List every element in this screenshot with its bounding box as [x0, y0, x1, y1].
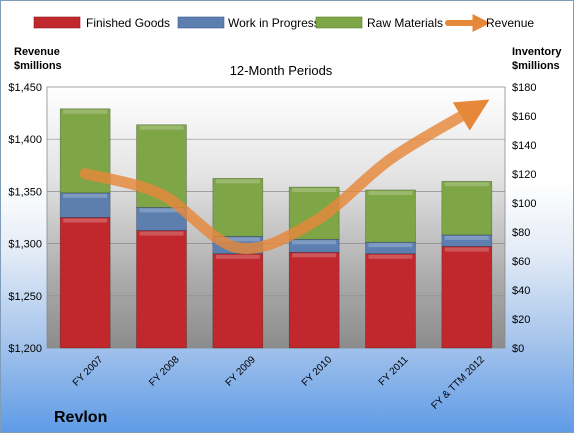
right-tick-label: $120: [512, 169, 536, 181]
revenue-line: [79, 99, 490, 255]
left-axis-ticks: $1,200 $1,250 $1,300 $1,350 $1,400 $1,450: [8, 82, 42, 355]
legend-item-revenue: Revenue: [445, 14, 534, 32]
bar-highlight: [292, 188, 337, 193]
right-axis-title-line1: Inventory: [512, 46, 562, 58]
x-tick-label-fy-ttm-2012: FY & TTM 2012: [430, 354, 488, 412]
right-tick-label: $140: [512, 140, 536, 152]
bar-highlight: [63, 193, 108, 198]
bar-highlight: [215, 237, 260, 242]
bar-work-in-progress-fy-2007: [59, 192, 111, 218]
right-tick-label: $160: [512, 111, 536, 123]
right-axis-title-line2: $millions: [512, 60, 560, 72]
bar-highlight: [63, 218, 108, 223]
left-tick-label: $1,400: [8, 134, 42, 146]
bar-highlight: [368, 243, 413, 248]
left-tick-label: $1,300: [8, 239, 42, 251]
bar-highlight: [139, 125, 184, 130]
right-tick-label: $0: [512, 343, 524, 355]
legend-swatch-work-in-progress: [177, 16, 225, 29]
x-tick-label-fy-2008: FY 2008: [147, 354, 182, 389]
bar-finished-goods-fy-2009: [212, 253, 264, 349]
bar-finished-goods-fy-2011: [365, 253, 416, 349]
right-tick-label: $100: [512, 198, 536, 210]
bar-raw-materials-fy-ttm-2012: [441, 180, 493, 236]
legend-label-finished-goods: Finished Goods: [86, 16, 170, 30]
legend-item-work-in-progress: Work in Progress: [177, 16, 320, 30]
bar-highlight: [368, 254, 413, 259]
right-tick-label: $60: [512, 256, 530, 268]
legend-item-finished-goods: Finished Goods: [33, 16, 170, 30]
bar-finished-goods-fy-2008: [136, 230, 187, 349]
bar-finished-goods-fy-2007: [59, 217, 111, 349]
bars: [59, 108, 493, 349]
bar-highlight: [215, 179, 260, 184]
chart-subtitle: 12-Month Periods: [230, 63, 333, 78]
left-tick-label: $1,200: [8, 343, 42, 355]
company-name: Revlon: [54, 409, 107, 426]
legend-swatch-finished-goods: [33, 16, 81, 29]
bar-highlight: [139, 208, 184, 213]
bar-highlight: [63, 109, 108, 114]
bar-highlight: [444, 247, 489, 252]
right-axis-ticks: $0 $20 $40 $60 $80 $100 $120 $140 $160 $180: [512, 82, 536, 355]
legend-label-work-in-progress: Work in Progress: [228, 16, 320, 30]
legend-label-raw-materials: Raw Materials: [367, 16, 443, 30]
bar-highlight: [292, 253, 337, 258]
left-tick-label: $1,250: [8, 291, 42, 303]
legend-swatch-raw-materials: [315, 16, 363, 29]
right-tick-label: $180: [512, 82, 536, 94]
x-tick-label-fy-2009: FY 2009: [224, 354, 259, 389]
bar-highlight: [215, 254, 260, 259]
bar-highlight: [292, 240, 337, 245]
right-tick-label: $40: [512, 285, 530, 297]
legend: Finished Goods Work in Progress Raw Mate…: [33, 14, 534, 32]
bar-highlight: [368, 190, 413, 195]
legend-label-revenue: Revenue: [486, 16, 534, 30]
x-axis-ticks: FY 2007 FY 2008 FY 2009 FY 2010 FY 2011 FY & …: [71, 354, 487, 412]
bar-raw-materials-fy-2011: [365, 189, 416, 243]
bar-highlight: [444, 235, 489, 240]
left-tick-label: $1,350: [8, 186, 42, 198]
right-tick-label: $80: [512, 227, 530, 239]
bar-highlight: [139, 231, 184, 236]
bar-finished-goods-fy-ttm-2012: [441, 246, 493, 349]
left-axis-title-line2: $millions: [14, 60, 62, 72]
left-axis-title-line1: Revenue: [14, 46, 60, 58]
legend-item-raw-materials: Raw Materials: [315, 16, 443, 30]
bar-finished-goods-fy-2010: [288, 252, 340, 349]
right-tick-label: $20: [512, 314, 530, 326]
left-tick-label: $1,450: [8, 82, 42, 94]
revenue-series: [79, 99, 490, 255]
bar-raw-materials-fy-2009: [212, 178, 264, 237]
bar-highlight: [444, 182, 489, 187]
x-tick-label-fy-2011: FY 2011: [377, 354, 411, 388]
x-tick-label-fy-2007: FY 2007: [71, 354, 106, 389]
x-tick-label-fy-2010: FY 2010: [300, 354, 335, 389]
